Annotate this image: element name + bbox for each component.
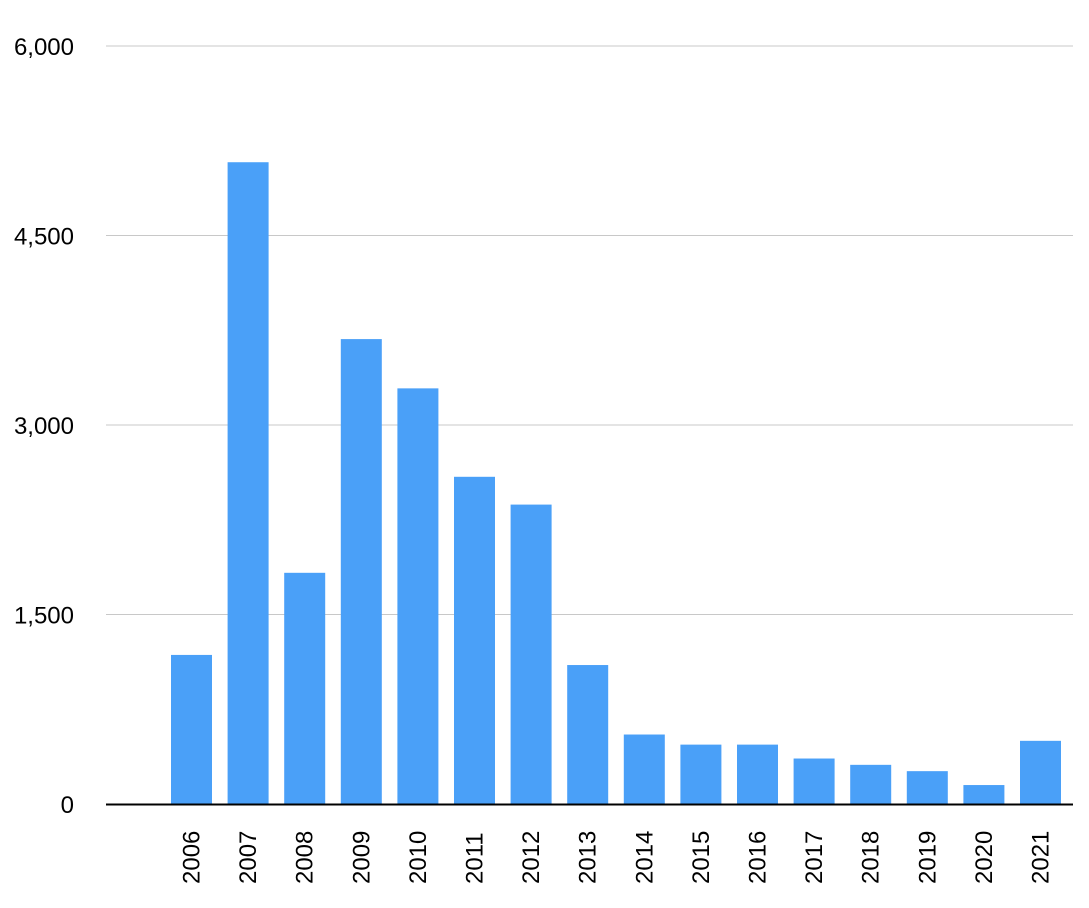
bars [171, 162, 1061, 804]
x-tick-label: 2010 [405, 831, 432, 884]
x-tick-label: 2020 [971, 831, 998, 884]
bar-2009 [340, 339, 382, 804]
bar-2006 [171, 654, 212, 804]
x-tick-label: 2006 [179, 831, 206, 884]
x-tick-label: 2012 [518, 831, 545, 884]
x-tick-label: 2014 [631, 831, 658, 884]
bar-2018 [850, 764, 892, 804]
bar-2014 [623, 734, 665, 804]
x-tick-label: 2013 [575, 831, 602, 884]
bar-2013 [567, 665, 609, 804]
x-tick-label: 2016 [745, 831, 772, 884]
bar-2016 [737, 744, 778, 804]
bar-2017 [793, 758, 835, 804]
y-tick-label: 0 [61, 792, 74, 819]
y-axis-tick-labels: 0 1,500 3,000 4,500 6,000 [14, 34, 74, 819]
x-tick-label: 2007 [235, 831, 262, 884]
bar-2008 [284, 572, 326, 804]
bar-2019 [906, 771, 948, 804]
x-tick-label: 2009 [348, 831, 375, 884]
y-tick-label: 4,500 [14, 224, 74, 251]
bar-2011 [454, 476, 495, 804]
bar-2010 [397, 388, 439, 804]
x-tick-label: 2017 [801, 831, 828, 884]
bar-2021 [1020, 740, 1061, 804]
y-tick-label: 6,000 [14, 34, 74, 61]
x-axis-tick-labels: 2006 2007 2008 2009 2010 2011 2012 2013 2014 2015… [179, 831, 1055, 884]
x-tick-label: 2011 [462, 832, 489, 884]
x-tick-label: 2018 [858, 831, 885, 884]
x-tick-label: 2021 [1028, 831, 1055, 884]
bar-2020 [963, 785, 1005, 804]
x-tick-label: 2019 [914, 831, 941, 884]
bar-2012 [510, 504, 552, 804]
y-tick-label: 1,500 [14, 603, 74, 630]
bar-2015 [680, 744, 722, 804]
x-tick-label: 2015 [688, 831, 715, 884]
bar-2007 [227, 162, 269, 804]
x-tick-label: 2008 [292, 831, 319, 884]
y-tick-label: 3,000 [14, 413, 74, 440]
